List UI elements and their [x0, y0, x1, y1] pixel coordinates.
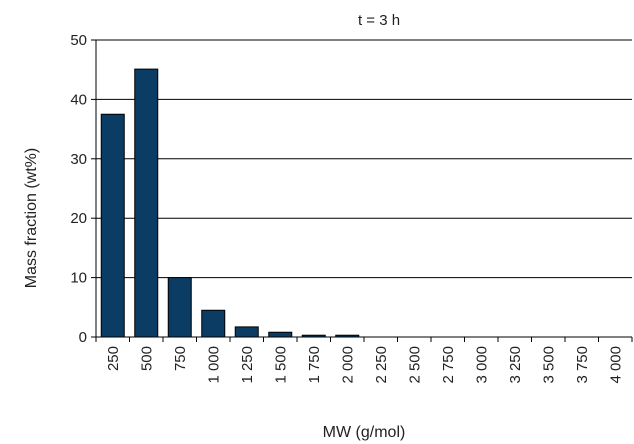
- y-tick-label: 0: [79, 329, 87, 346]
- y-tick-labels: 0 10 20 30 40 50: [70, 32, 87, 346]
- x-axis-title: MW (g/mol): [323, 424, 406, 441]
- x-tick-label: 750: [172, 346, 189, 371]
- x-tick-label: 250: [105, 346, 122, 371]
- y-tick-label: 40: [70, 91, 87, 108]
- x-tick-label: 3 750: [574, 346, 591, 384]
- y-tick-label: 30: [70, 151, 87, 168]
- x-tick-label: 1 750: [306, 346, 323, 384]
- axes: [91, 39, 633, 342]
- chart-title: t = 3 h: [358, 12, 400, 29]
- bars: [100, 68, 360, 338]
- bar: [201, 309, 226, 338]
- bar: [234, 326, 259, 338]
- x-tick-label: 4 000: [607, 346, 624, 384]
- x-tick-label: 2 500: [406, 346, 423, 384]
- y-tick-label: 10: [70, 270, 87, 287]
- bar: [100, 113, 125, 338]
- x-tick-label: 500: [138, 346, 155, 371]
- x-tick-label: 1 500: [272, 346, 289, 384]
- bar: [134, 68, 159, 338]
- x-tick-label: 3 000: [473, 346, 490, 384]
- y-axis-title: Mass fraction (wt%): [23, 148, 40, 288]
- x-tick-label: 2 250: [373, 346, 390, 384]
- x-tick-label: 2 000: [339, 346, 356, 384]
- x-tick-label: 2 750: [440, 346, 457, 384]
- bar: [167, 277, 192, 338]
- x-tick-label: 1 250: [239, 346, 256, 384]
- x-tick-label: 3 500: [540, 346, 557, 384]
- bar: [268, 331, 293, 338]
- gridlines: [96, 39, 632, 279]
- y-tick-label: 20: [70, 210, 87, 227]
- y-tick-label: 50: [70, 32, 87, 49]
- x-tick-label: 3 250: [507, 346, 524, 384]
- x-tick-labels: 250 500 750 1 000 1 250 1 500 1 750 2 000 2 250 2…: [105, 346, 625, 384]
- x-tick-label: 1 000: [205, 346, 222, 384]
